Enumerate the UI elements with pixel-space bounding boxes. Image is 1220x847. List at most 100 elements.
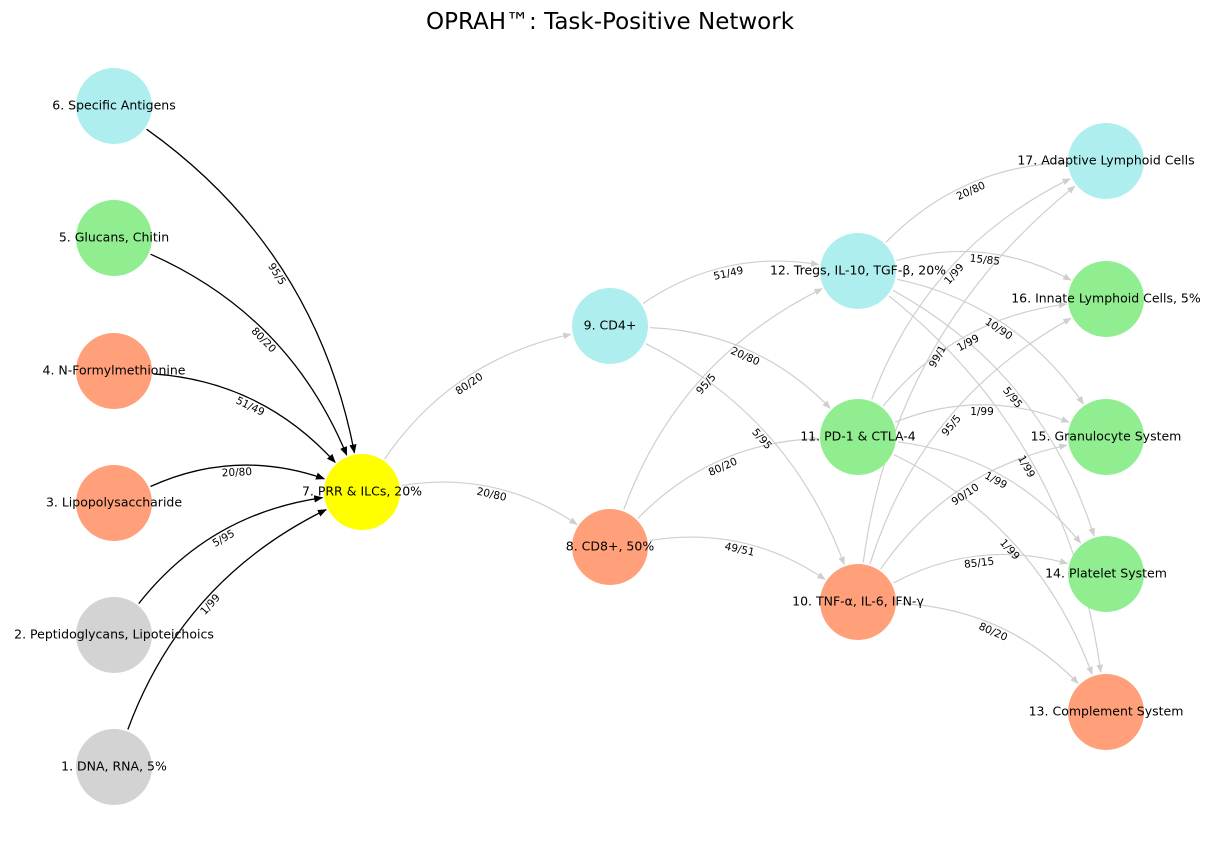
- node-circle: [1068, 674, 1144, 750]
- node-n5: 5. Glucans, Chitin: [59, 200, 169, 276]
- edge-n4-n7: [153, 373, 336, 464]
- node-circle: [76, 333, 152, 409]
- node-circle: [1068, 399, 1144, 475]
- edge-n10-n14: [892, 553, 1069, 584]
- node-circle: [1068, 123, 1144, 199]
- node-label: 16. Innate Lymphoid Cells, 5%: [1011, 291, 1201, 306]
- edge-n6-n7: [146, 128, 357, 454]
- edge-n11-n17: [871, 178, 1071, 400]
- edge-label: 1/99: [997, 537, 1022, 563]
- node-label: 8. CD8+, 50%: [566, 539, 655, 554]
- node-circle: [572, 509, 648, 585]
- edge-n12-n17: [885, 159, 1067, 243]
- edge-n12-n15: [897, 278, 1084, 405]
- node-n14: 14. Platelet System: [1045, 536, 1167, 612]
- edge-label: 95/5: [694, 371, 719, 397]
- edge-n11-n15: [894, 404, 1070, 423]
- node-label: 3. Lipopolysaccharide: [46, 495, 182, 510]
- node-n17: 17. Adaptive Lymphoid Cells: [1017, 123, 1195, 199]
- node-n10: 10. TNF-α, IL-6, IFN-γ: [792, 564, 924, 640]
- edge-n10-n16: [869, 317, 1072, 565]
- nodes-layer: 1. DNA, RNA, 5% 2. Peptidoglycans, Lipote…: [14, 68, 1201, 805]
- node-n2: 2. Peptidoglycans, Lipoteichoics: [14, 597, 214, 673]
- node-n11: 11. PD-1 & CTLA-4: [800, 399, 916, 475]
- node-circle: [76, 597, 152, 673]
- edge-n10-n13: [897, 602, 1079, 684]
- edge-n8-n10: [649, 536, 826, 580]
- node-circle: [572, 288, 648, 364]
- edge-label: 5/95: [210, 528, 236, 550]
- node-circle: [76, 68, 152, 144]
- edge-label: 1/99: [970, 406, 994, 418]
- node-circle: [1068, 261, 1144, 337]
- node-n3: 3. Lipopolysaccharide: [46, 465, 182, 541]
- edge-label: 20/80: [222, 466, 253, 479]
- node-label: 17. Adaptive Lymphoid Cells: [1017, 153, 1194, 168]
- node-circle: [1068, 536, 1144, 612]
- edge-n7-n9: [384, 332, 572, 460]
- edge-label: 5/95: [1000, 385, 1024, 411]
- node-circle: [820, 399, 896, 475]
- node-n9: 9. CD4+: [572, 288, 648, 364]
- node-label: 2. Peptidoglycans, Lipoteichoics: [14, 627, 214, 642]
- edge-n9-n11: [649, 327, 831, 409]
- edge-label: 1/99: [198, 592, 223, 618]
- node-label: 12. Tregs, IL-10, TGF-β, 20%: [770, 263, 946, 278]
- edges-layer: [127, 128, 1104, 730]
- edge-n1-n7: [127, 509, 327, 730]
- node-label: 13. Complement System: [1029, 704, 1184, 719]
- edge-n2-n7: [138, 495, 324, 604]
- edge-n8-n11: [637, 435, 819, 519]
- node-label: 7. PRR & ILCs, 20%: [302, 484, 422, 499]
- edge-n10-n15: [880, 443, 1068, 570]
- node-n12: 12. Tregs, IL-10, TGF-β, 20%: [770, 233, 946, 309]
- node-n16: 16. Innate Lymphoid Cells, 5%: [1011, 261, 1201, 337]
- node-n15: 15. Granulocyte System: [1031, 399, 1182, 475]
- node-label: 10. TNF-α, IL-6, IFN-γ: [792, 594, 924, 609]
- node-circle: [820, 233, 896, 309]
- node-n8: 8. CD8+, 50%: [566, 509, 655, 585]
- node-n7: 7. PRR & ILCs, 20%: [302, 454, 422, 530]
- node-label: 6. Specific Antigens: [52, 98, 175, 113]
- edge-n9-n10: [645, 343, 845, 566]
- node-n6: 6. Specific Antigens: [52, 68, 176, 144]
- edge-n9-n12: [642, 260, 820, 304]
- node-circle: [76, 729, 152, 805]
- edge-label: 49/51: [723, 541, 755, 559]
- edge-n11-n14: [897, 441, 1082, 544]
- edge-label: 51/49: [712, 265, 744, 283]
- node-n4: 4. N-Formylmethionine: [43, 333, 186, 409]
- edge-n11-n16: [882, 301, 1068, 407]
- edge-n5-n7: [150, 253, 348, 456]
- diagram-title: OPRAH™: Task-Positive Network: [426, 9, 795, 35]
- node-label: 1. DNA, RNA, 5%: [61, 759, 167, 774]
- node-label: 11. PD-1 & CTLA-4: [800, 429, 916, 444]
- edge-n10-n17: [862, 185, 1076, 563]
- edge-n11-n13: [893, 454, 1093, 676]
- node-label: 5. Glucans, Chitin: [59, 230, 169, 245]
- node-label: 14. Platelet System: [1045, 566, 1167, 581]
- edge-label: 15/85: [969, 253, 1000, 268]
- edge-label: 95/5: [265, 261, 288, 287]
- edge-n3-n7: [150, 464, 326, 488]
- edge-n12-n13: [888, 295, 1104, 674]
- edge-label: 85/15: [963, 556, 994, 571]
- node-circle: [324, 454, 400, 530]
- node-label: 9. CD4+: [584, 318, 637, 333]
- edge-n7-n8: [401, 481, 578, 525]
- edge-label: 1/99: [982, 470, 1008, 492]
- node-circle: [820, 564, 896, 640]
- node-n13: 13. Complement System: [1029, 674, 1184, 750]
- edge-label: 20/80: [475, 486, 507, 504]
- edge-n12-n14: [892, 289, 1095, 537]
- edge-label: 1/99: [1015, 453, 1037, 479]
- node-n1: 1. DNA, RNA, 5%: [61, 729, 167, 805]
- edge-n8-n12: [623, 288, 823, 510]
- node-label: 15. Granulocyte System: [1031, 429, 1182, 444]
- node-label: 4. N-Formylmethionine: [43, 363, 186, 378]
- edge-label: 95/5: [940, 413, 964, 439]
- node-circle: [76, 465, 152, 541]
- edge-n12-n16: [896, 250, 1072, 281]
- node-circle: [76, 200, 152, 276]
